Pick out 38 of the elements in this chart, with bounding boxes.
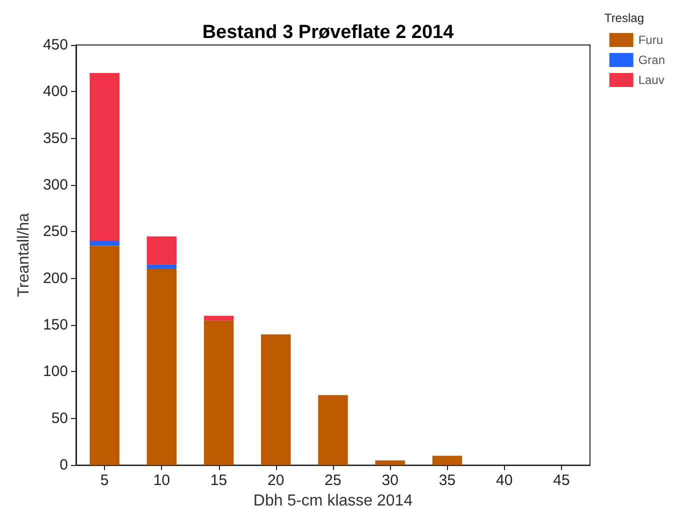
bar (146, 269, 177, 466)
x-tick-label: 10 (153, 472, 170, 490)
y-tick-label: 350 (42, 130, 68, 147)
x-tick-label: 40 (496, 472, 513, 490)
legend-label: Gran (638, 53, 666, 67)
bar (146, 236, 177, 264)
bar (261, 334, 291, 466)
x-tick-label: 30 (382, 472, 398, 490)
y-tick-label: 300 (42, 176, 68, 194)
bar (204, 316, 234, 320)
bar (90, 241, 120, 246)
x-tick-label: 20 (268, 472, 284, 490)
x-tick-label: 15 (210, 472, 228, 490)
bar (432, 456, 462, 466)
bar (375, 460, 405, 466)
legend-label: Lauv (638, 73, 664, 87)
y-tick-label: 250 (42, 223, 68, 240)
x-tick-label: 5 (100, 472, 109, 490)
x-tick-label: 25 (324, 472, 342, 490)
bar (90, 73, 120, 242)
y-tick-label: 100 (42, 363, 68, 380)
y-tick-label: 400 (42, 83, 68, 100)
y-tick-label: 0 (60, 456, 68, 474)
y-tick-label: 50 (51, 410, 68, 427)
y-tick-label: 200 (42, 270, 68, 287)
legend-label: Furu (638, 33, 664, 47)
y-axis-title: Treantall/ha (16, 213, 33, 298)
y-tick-label: 150 (42, 316, 68, 334)
x-tick-label: 35 (438, 472, 456, 490)
bar (204, 320, 234, 466)
bar (90, 246, 120, 466)
chart-title: Bestand 3 Prøveflate 2 2014 (202, 22, 454, 43)
x-tick-label: 45 (553, 472, 570, 490)
bar (146, 264, 177, 270)
x-axis-title: Dbh 5-cm klasse 2014 (253, 492, 413, 510)
y-tick-label: 450 (42, 36, 68, 54)
bar (318, 395, 348, 466)
legend-title: Treslag (604, 11, 644, 25)
